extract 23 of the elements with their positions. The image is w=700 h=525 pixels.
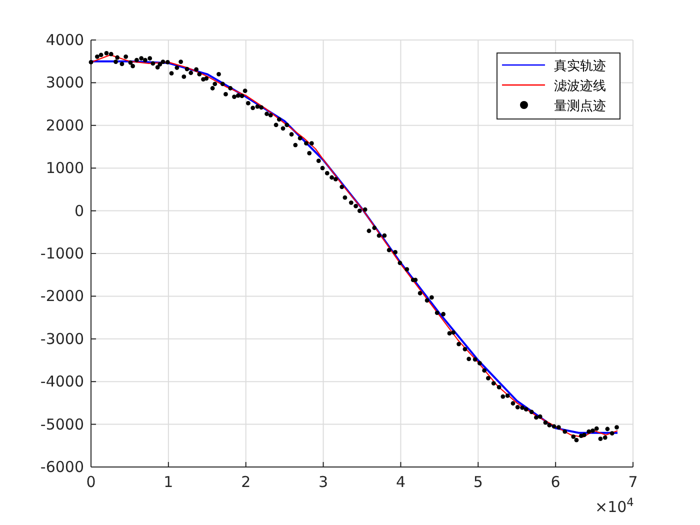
y-tick-label: -1000	[40, 244, 84, 262]
y-tick-label: -3000	[40, 330, 84, 348]
y-tick-label: 1000	[46, 159, 84, 178]
x-tick-label: 2	[241, 473, 251, 491]
x-tick-label: 0	[86, 473, 96, 491]
legend-label: 真实轨迹	[554, 58, 606, 74]
x-tick-label: 1	[164, 473, 174, 491]
y-tick-label: 0	[74, 202, 84, 220]
y-tick-label: 3000	[46, 74, 84, 92]
y-tick-label: 2000	[46, 116, 84, 134]
y-tick-label: -4000	[40, 372, 84, 391]
x-tick-label: 3	[318, 473, 328, 491]
x-tick-label: 4	[396, 473, 406, 491]
text: ×10$^{4}$	[595, 496, 634, 516]
y-tick-label: -2000	[40, 287, 84, 306]
legend-label: 滤波迹线	[554, 78, 606, 94]
x-tick-label: 5	[473, 473, 483, 491]
y-tick-label: -5000	[40, 415, 84, 434]
y-tick-label: 4000	[46, 31, 84, 49]
x-tick-label: 6	[550, 473, 560, 491]
legend-label: 量测点迹	[554, 98, 606, 114]
x-tick-label: 7	[628, 473, 638, 491]
y-tick-label: -6000	[40, 458, 84, 476]
